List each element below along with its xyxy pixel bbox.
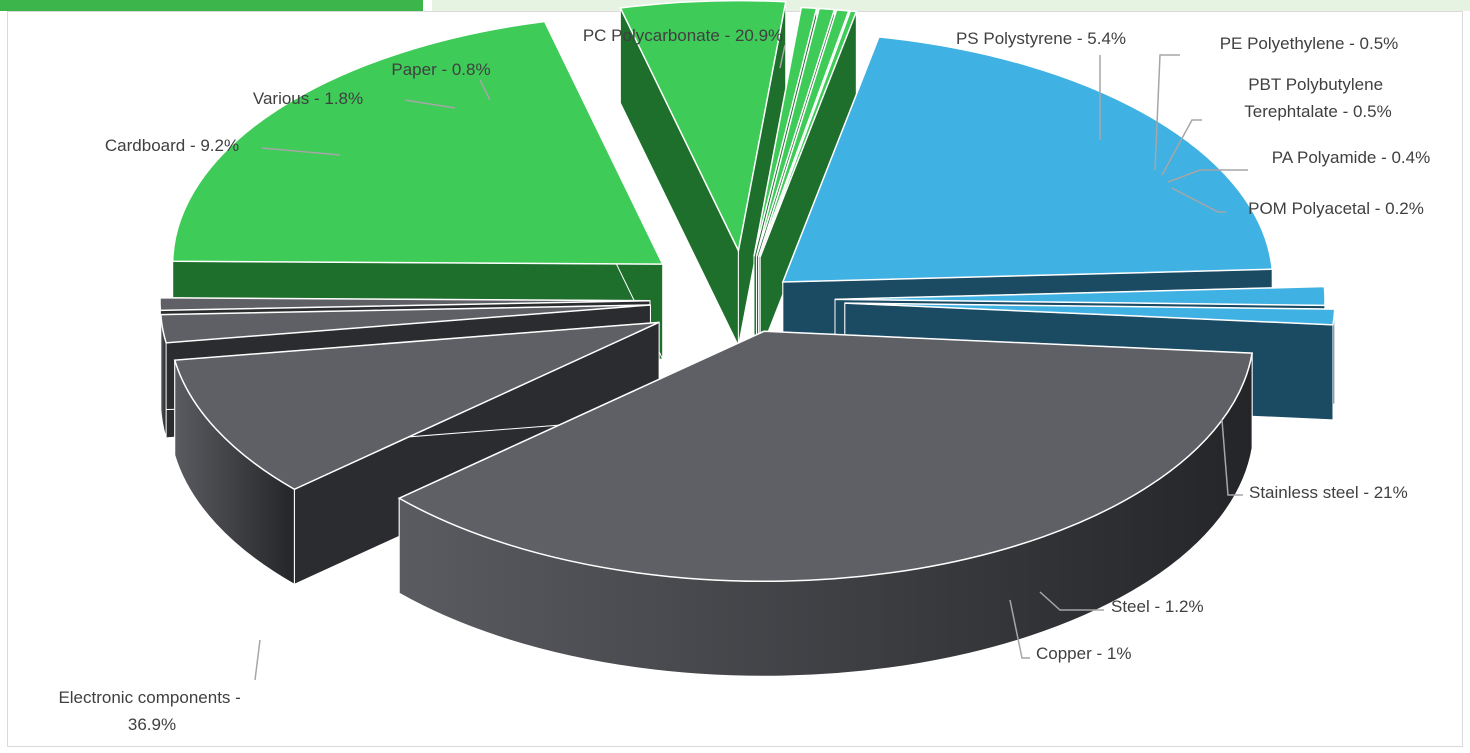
data-label-cardboard: Cardboard - 9.2%: [105, 136, 239, 155]
header-strip-left: [0, 0, 423, 11]
leader-line-5: [1171, 187, 1226, 213]
leader-line-0: [779, 44, 786, 69]
pie-slice-pe-polyethylene: [753, 6, 818, 257]
pie-slice-steel: [834, 285, 1326, 307]
pie-slice-various: [159, 304, 651, 344]
data-label-pc-polycarbonate: PC Polycarbonate - 20.9%: [583, 26, 783, 45]
data-labels: PC Polycarbonate - 20.9% PS Polystyrene …: [58, 26, 1430, 734]
data-label-stainless-steel: Stainless steel - 21%: [1249, 483, 1408, 502]
pie-slice-copper: [844, 302, 1336, 326]
pie-slice-ps-polystyrene: [619, 0, 787, 253]
data-label-pbt-line-2: Terephtalate - 0.5%: [1244, 102, 1391, 121]
data-label-ps-polystyrene: PS Polystyrene - 5.4%: [956, 29, 1126, 48]
data-label-steel: Steel - 1.2%: [1111, 597, 1204, 616]
leader-line-9: [479, 79, 491, 101]
slice-tops: [159, 0, 1336, 583]
data-label-electronic-components: Electronic components - 36.9%: [58, 688, 245, 734]
data-label-pe-polyethylene: PE Polyethylene - 0.5%: [1220, 34, 1399, 53]
leader-line-11: [261, 147, 341, 156]
data-label-various: Various - 1.8%: [253, 89, 363, 108]
data-label-pbt-line-1: PBT Polybutylene: [1248, 75, 1383, 94]
leader-line-8: [1009, 599, 1030, 659]
data-label-pbt-polybutylene: PBT Polybutylene Terephtalate - 0.5%: [1244, 75, 1391, 121]
leader-line-6: [1221, 419, 1243, 496]
leader-line-3: [1161, 119, 1202, 176]
data-label-paper: Paper - 0.8%: [391, 60, 490, 79]
pie-slice-pc-polycarbonate: [171, 20, 664, 265]
leader-line-2: [1154, 54, 1180, 171]
data-label-copper: Copper - 1%: [1036, 644, 1131, 663]
leader-line-10: [404, 99, 456, 109]
pie-slice-pom-polyacetal: [759, 10, 858, 258]
data-label-pom-polyacetal: POM Polyacetal - 0.2%: [1248, 199, 1424, 218]
header-strip-right: [432, 0, 1470, 11]
leader-line-7: [1039, 591, 1104, 611]
leader-line-12: [254, 639, 261, 681]
pie-slice-cardboard: [173, 321, 660, 491]
pie-slice-electronic-components: [397, 330, 1254, 583]
pie-slice-pa-polyamide: [757, 9, 850, 257]
data-label-pa-polyamide: PA Polyamide - 0.4%: [1272, 148, 1430, 167]
pie-slice-pbt-polybutylene-terephtalate: [755, 7, 836, 257]
pie-slice-stainless-steel: [781, 36, 1274, 283]
leader-lines: [254, 44, 1248, 681]
data-label-electronic-line-1: Electronic components -: [58, 688, 240, 707]
data-label-electronic-line-2: 36.9%: [128, 715, 176, 734]
pie-slice-paper: [159, 297, 651, 312]
leader-line-4: [1167, 169, 1248, 183]
